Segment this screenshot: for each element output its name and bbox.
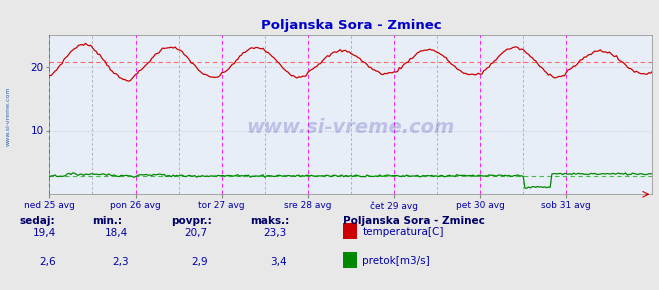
Text: 3,4: 3,4 [270,257,287,267]
Text: www.si-vreme.com: www.si-vreme.com [6,86,11,146]
Text: Poljanska Sora - Zminec: Poljanska Sora - Zminec [343,216,484,226]
Title: Poljanska Sora - Zminec: Poljanska Sora - Zminec [260,19,442,32]
Text: www.si-vreme.com: www.si-vreme.com [246,118,455,137]
Text: 19,4: 19,4 [33,228,56,238]
Text: 20,7: 20,7 [185,228,208,238]
Text: 2,3: 2,3 [112,257,129,267]
Text: 2,6: 2,6 [40,257,56,267]
Text: temperatura[C]: temperatura[C] [362,227,444,237]
Text: 23,3: 23,3 [264,228,287,238]
Text: 18,4: 18,4 [105,228,129,238]
Text: povpr.:: povpr.: [171,216,212,226]
Text: sedaj:: sedaj: [20,216,55,226]
Text: min.:: min.: [92,216,123,226]
Text: pretok[m3/s]: pretok[m3/s] [362,256,430,266]
Text: maks.:: maks.: [250,216,290,226]
Text: 2,9: 2,9 [191,257,208,267]
